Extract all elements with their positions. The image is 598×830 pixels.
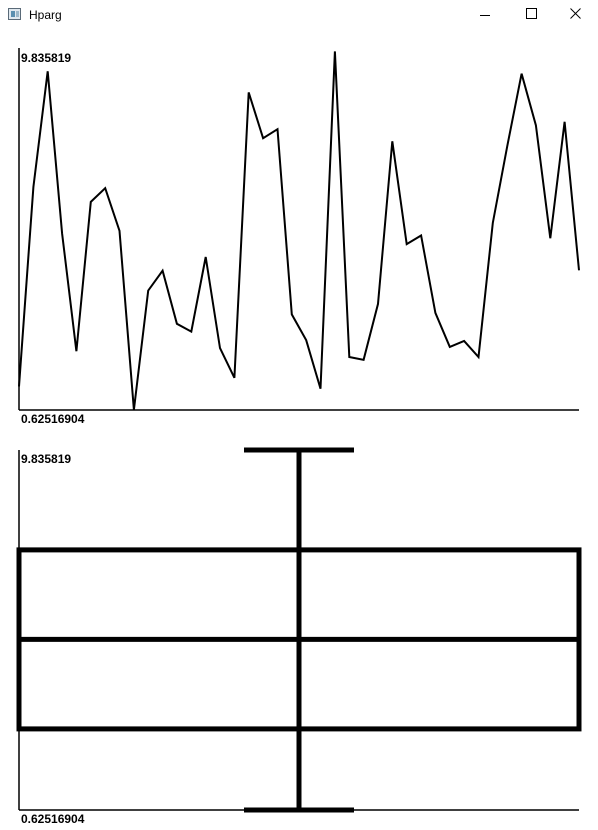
line-chart-y-max-label: 9.835819 xyxy=(21,51,71,65)
app-icon xyxy=(8,8,21,20)
minimize-button[interactable] xyxy=(462,0,508,30)
close-icon xyxy=(570,8,581,19)
close-button[interactable] xyxy=(553,0,598,30)
series-line xyxy=(18,51,580,410)
line-chart-y-min-label: 0.62516904 xyxy=(21,412,85,426)
line-series xyxy=(18,51,580,410)
title-bar: Hparg xyxy=(0,0,598,30)
box-plot: 9.835819 0.62516904 xyxy=(16,447,582,826)
box-plot-marks xyxy=(16,447,582,813)
line-chart: 9.835819 0.62516904 xyxy=(18,48,580,426)
maximize-icon xyxy=(526,8,537,19)
maximize-button[interactable] xyxy=(508,0,554,30)
box-plot-y-min-label: 0.62516904 xyxy=(21,812,85,826)
window-title: Hparg xyxy=(29,8,62,22)
minimize-icon xyxy=(480,15,490,16)
box-plot-y-max-label: 9.835819 xyxy=(21,452,71,466)
